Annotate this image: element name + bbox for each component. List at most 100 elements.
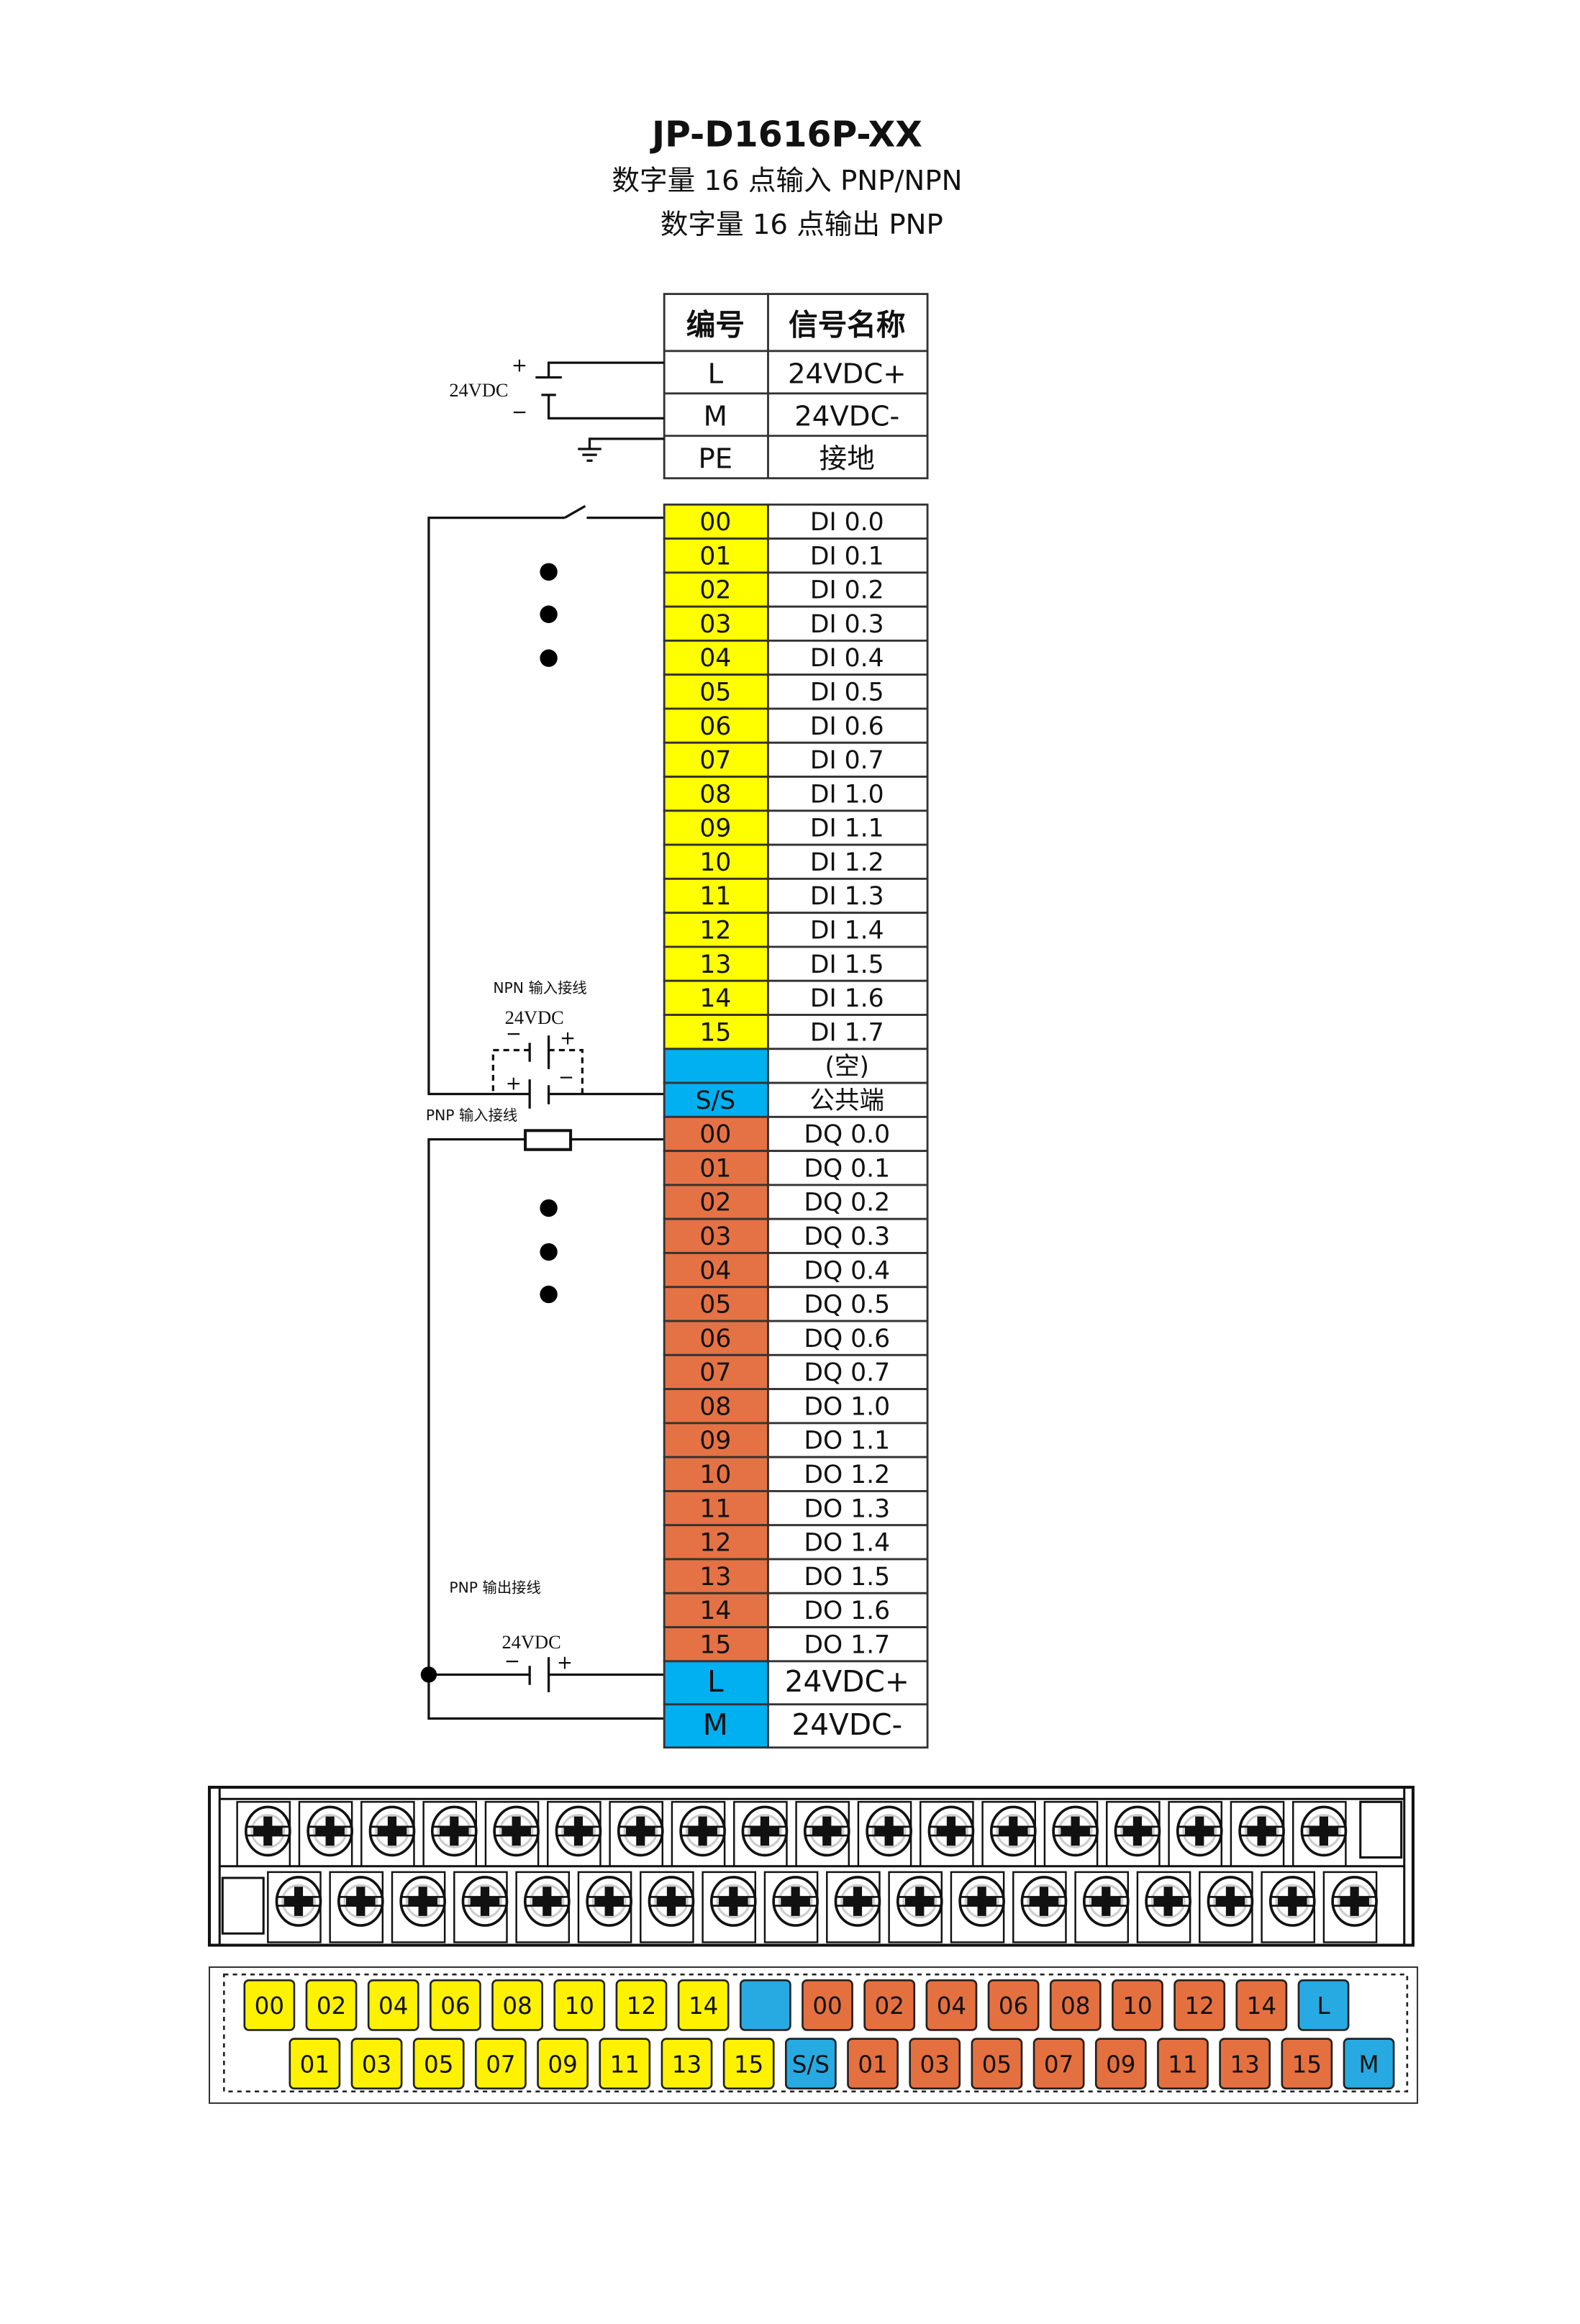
row-id: 04 [699, 1256, 731, 1285]
row-signal-name: DI 1.5 [810, 950, 884, 979]
row-signal-name: DI 1.2 [810, 848, 884, 877]
terminal-label: 08 [491, 1979, 543, 2031]
table-row: 05 DI 0.5 [663, 673, 929, 710]
terminal-label: 08 [1049, 1979, 1102, 2031]
row-signal-name: DO 1.2 [804, 1461, 890, 1489]
terminal-label: 00 [802, 1979, 853, 2031]
terminal-label-text: 11 [1168, 2051, 1197, 2078]
load-icon [524, 1129, 573, 1151]
terminal-screw-icon [524, 1876, 571, 1927]
terminal-screw-icon [1020, 1876, 1068, 1927]
title: JP-D1616P-XX [650, 114, 922, 155]
svg-text:+: + [506, 1072, 522, 1094]
terminal-screw-icon [1268, 1876, 1316, 1927]
terminal-label: 06 [987, 1979, 1040, 2031]
row-id-cell [663, 843, 769, 880]
npn-supply-label: 24VDC [505, 1007, 564, 1028]
table-row: 08 DO 1.0 [663, 1388, 929, 1425]
row-name-cell [767, 1048, 929, 1084]
row-name-cell [767, 809, 929, 846]
row-signal-name: DI 1.3 [810, 882, 884, 911]
row-id: 10 [699, 1461, 731, 1489]
terminal-label: 04 [925, 1979, 978, 2031]
row-id: 08 [699, 780, 731, 809]
terminal-label-text: 04 [937, 1992, 966, 2020]
terminal-label-text: 15 [734, 2051, 763, 2078]
row-id: 14 [699, 1597, 731, 1625]
terminal-screw-icon [307, 1805, 353, 1857]
row-id-cell [663, 1252, 769, 1289]
row-id: 15 [699, 1630, 731, 1659]
terminal-label-text: 07 [1044, 2051, 1073, 2078]
row-id: 05 [699, 1291, 731, 1320]
row-signal-name: DI 1.6 [810, 984, 884, 1013]
terminal-label-text: 13 [672, 2051, 702, 2078]
row-name-cell [767, 639, 929, 676]
table-row: 03 DI 0.3 [663, 605, 929, 642]
row-id: 03 [699, 610, 731, 639]
row-signal-name: DI 1.7 [810, 1018, 884, 1047]
npn-input-label: NPN 输入接线 [493, 979, 586, 997]
terminal-label: 10 [1112, 1979, 1163, 2031]
header-signal-name: 信号名称 [789, 307, 906, 342]
subtitle-output: 数字量 16 点输出 PNP [660, 209, 943, 241]
row-signal-name: DI 0.1 [810, 542, 884, 571]
row-id: 00 [699, 508, 731, 537]
header-id: 编号 [686, 307, 745, 342]
terminal-label: 14 [1235, 1979, 1288, 2031]
terminal-label: 01 [289, 2038, 341, 2090]
terminal-label: 00 [243, 1979, 296, 2031]
row-name-cell [767, 1490, 929, 1527]
terminal-label: 02 [863, 1979, 916, 2031]
terminal-label: 15 [1281, 2038, 1333, 2090]
io-table: 00 DI 0.0 01 DI 0.1 02 DI 0.2 03 DI 0.3 04 DI 0.4… [663, 503, 929, 1749]
row-signal-name: 公共端 [809, 1086, 884, 1115]
terminal-label: 11 [599, 2038, 651, 2090]
row-name-cell [767, 1626, 929, 1663]
terminal-label-text: L [1317, 1992, 1330, 2020]
terminal-screw-icon [709, 1876, 757, 1927]
table-row: 07 DI 0.7 [663, 741, 929, 778]
svg-text:−: − [504, 1650, 520, 1672]
row-signal-name: (空) [825, 1053, 870, 1081]
terminal-label: 03 [909, 2038, 961, 2090]
row-id-cell [663, 1422, 769, 1458]
row-signal-name: 24VDC+ [785, 1664, 909, 1699]
terminal-label-text: S/S [792, 2051, 830, 2078]
row-id: 13 [699, 950, 731, 979]
table-row: 02 DI 0.2 [663, 571, 929, 608]
row-id-cell [663, 571, 769, 608]
row-id: 00 [699, 1120, 731, 1149]
terminal-label-text: 10 [565, 1992, 594, 2020]
row-signal-name: DO 1.4 [804, 1529, 890, 1558]
terminal-label-text: 08 [502, 1992, 532, 2020]
terminal-screw-icon [1300, 1805, 1348, 1857]
row-id-cell [663, 605, 769, 642]
terminal-label-text: 09 [1106, 2051, 1135, 2078]
row-signal-name: DI 0.4 [810, 644, 884, 673]
row-id: L [707, 1664, 724, 1699]
row-signal-name: DQ 0.0 [804, 1120, 890, 1149]
row-signal-name: DI 1.0 [810, 780, 884, 809]
terminal-screw-icon [1145, 1876, 1191, 1927]
table-row: M 24VDC- [663, 1703, 929, 1749]
row-id-cell [663, 1703, 769, 1749]
row-name-cell [767, 707, 929, 744]
row-signal-name: DI 0.6 [810, 712, 884, 741]
row-id-cell [663, 1456, 769, 1492]
row-name-cell [767, 1456, 929, 1492]
pnp-output-label: PNP 输出接线 [449, 1579, 540, 1597]
terminal-label-text: 03 [920, 2051, 950, 2078]
row-id: 08 [699, 1392, 731, 1421]
terminal-label-text: 12 [1184, 1992, 1214, 2020]
table-row: 13 DI 1.5 [663, 945, 929, 982]
terminal-screw-icon [927, 1805, 975, 1857]
terminal-label-text: 00 [812, 1992, 842, 2020]
terminal-label-text: 07 [486, 2051, 515, 2078]
table-row: 14 DI 1.6 [663, 979, 929, 1016]
row-id-cell [663, 1626, 769, 1663]
table-row: 03 DQ 0.3 [663, 1217, 929, 1254]
terminal-screw-icon [617, 1805, 664, 1857]
output-supply-label: 24VDC [502, 1631, 561, 1653]
row-signal-name: DQ 0.3 [804, 1222, 890, 1251]
